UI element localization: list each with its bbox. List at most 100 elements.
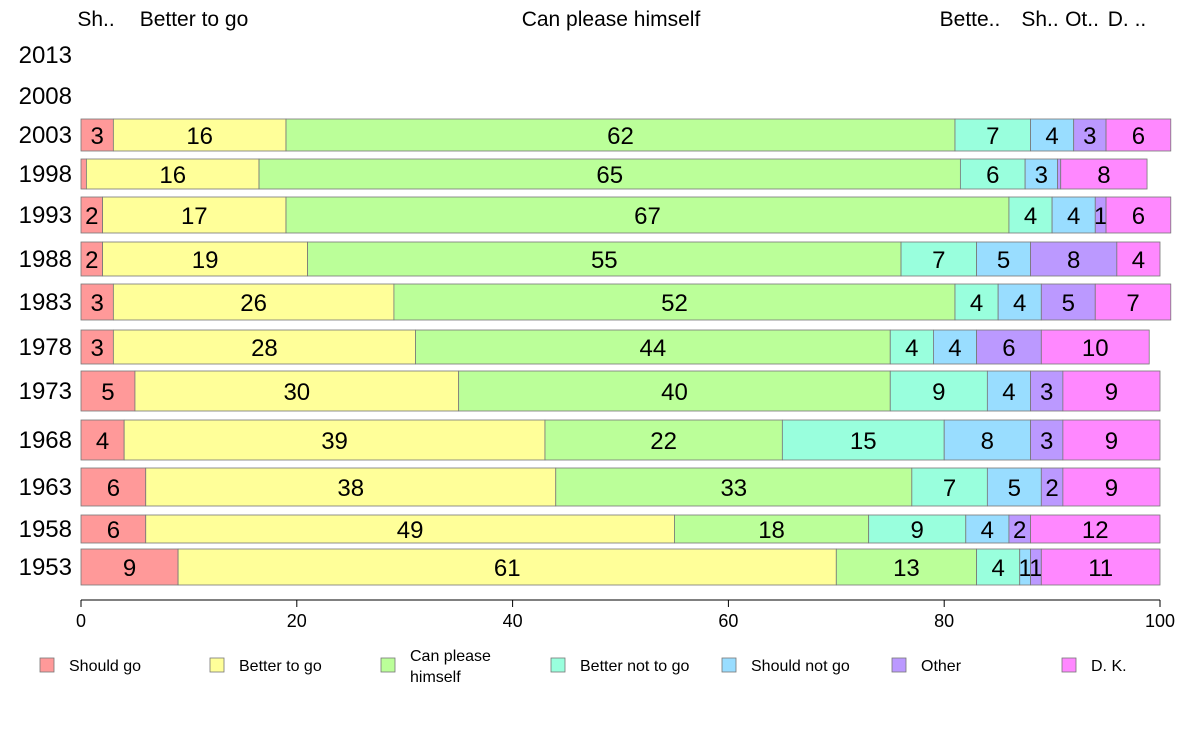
x-tick-label: 0 (76, 611, 86, 631)
bar-segment (415, 329, 891, 365)
data-label: 19 (192, 247, 219, 274)
data-label: 4 (970, 290, 983, 317)
top-category-label: Can please himself (522, 8, 701, 31)
data-label: 62 (607, 123, 634, 150)
year-label: 1963 (19, 474, 72, 501)
data-label: 4 (1132, 247, 1145, 274)
bar-segment (1008, 196, 1053, 234)
data-label: 5 (997, 247, 1010, 274)
bar-segment (80, 118, 114, 152)
bar-segment (781, 419, 945, 461)
bar-segment (1060, 158, 1148, 190)
year-label: 1978 (19, 334, 72, 361)
top-category-label: Better to go (140, 8, 249, 31)
data-label: 3 (1040, 428, 1053, 455)
bar-segment (134, 370, 460, 412)
bar-segment (1030, 514, 1161, 544)
data-label: 3 (1040, 379, 1053, 406)
data-label: 8 (1067, 247, 1080, 274)
data-label: 11 (1088, 555, 1113, 582)
bar-segment (555, 467, 913, 507)
data-label: 4 (1002, 379, 1015, 406)
x-tick-label: 60 (718, 611, 738, 631)
data-label: 3 (1035, 162, 1048, 189)
year-label: 1993 (19, 202, 72, 229)
bar-segment (1030, 118, 1075, 152)
data-label: 22 (650, 428, 677, 455)
top-category-labels: Sh.. Better to go Can please himself Bette.… (77, 8, 1146, 31)
x-tick-label: 20 (287, 611, 307, 631)
year-label: 1968 (19, 427, 72, 454)
bar-segment (911, 467, 988, 507)
x-axis: 0 20 40 60 80 100 (76, 599, 1175, 631)
data-label: 67 (634, 203, 661, 230)
data-label: 7 (943, 475, 956, 502)
data-label: 4 (1024, 203, 1037, 230)
data-label: 4 (905, 335, 918, 362)
bar-segment (900, 241, 977, 277)
data-label: 8 (981, 428, 994, 455)
legend-label: Better not to go (580, 658, 690, 675)
bar-segment (954, 283, 999, 321)
year-label: 1983 (19, 289, 72, 316)
legend-swatch (39, 657, 55, 673)
bar-segment (1105, 118, 1172, 152)
bar-segment (80, 419, 125, 461)
legend-label: Other (921, 658, 962, 675)
bar-segment (1051, 196, 1096, 234)
bar-segment (1030, 370, 1064, 412)
data-label: 9 (911, 517, 924, 544)
data-label: 2 (1045, 475, 1058, 502)
data-label: 3 (91, 290, 104, 317)
data-label: 6 (107, 517, 120, 544)
legend-swatch (1061, 657, 1077, 673)
data-label: 4 (948, 335, 961, 362)
bar-segment (889, 329, 934, 365)
data-label: 10 (1082, 335, 1109, 362)
bar-segment (986, 370, 1031, 412)
data-label: 3 (91, 335, 104, 362)
year-label: 2013 (19, 42, 72, 69)
data-label: 9 (1105, 379, 1118, 406)
data-label: 49 (397, 517, 424, 544)
bar-segment (1062, 467, 1161, 507)
data-label: 52 (661, 290, 688, 317)
bar-segment (986, 467, 1042, 507)
data-label: 13 (893, 555, 920, 582)
data-label: 7 (1126, 290, 1139, 317)
bar-segment (1057, 158, 1062, 190)
bar-segment (80, 548, 179, 586)
data-label: 16 (186, 123, 213, 150)
bar-segment (943, 419, 1031, 461)
bar-segment (145, 514, 675, 544)
data-label: 6 (986, 162, 999, 189)
data-label: 3 (1083, 123, 1096, 150)
data-label: 4 (96, 428, 109, 455)
data-label: 7 (932, 247, 945, 274)
bars-group: 9 61 13 4 11 116 49 18 9 4 2 126 38 33 7 5 2 94 39 22 15 8 3 95… (80, 118, 1172, 586)
data-label: 18 (758, 517, 785, 544)
top-category-label: Sh.. (1021, 8, 1058, 31)
legend-swatch (721, 657, 737, 673)
legend-label: Should not go (751, 658, 850, 675)
data-label: 2 (85, 203, 98, 230)
bar-segment (80, 158, 87, 190)
bar-segment (458, 370, 891, 412)
data-label: 40 (661, 379, 688, 406)
data-label: 39 (321, 428, 348, 455)
data-label: 6 (1132, 203, 1145, 230)
data-label: 6 (1132, 123, 1145, 150)
data-label: 15 (850, 428, 877, 455)
data-label: 5 (1008, 475, 1021, 502)
data-label: 4 (991, 555, 1004, 582)
bar-segment (1040, 283, 1096, 321)
bar-segment (102, 196, 287, 234)
bar-segment (1030, 419, 1064, 461)
bar-segment (997, 283, 1042, 321)
legend-label: D. K. (1091, 658, 1127, 675)
bar-segment (1040, 548, 1161, 586)
data-label: 1 (1094, 203, 1107, 230)
bar-segment (80, 283, 114, 321)
bar-segment (1116, 241, 1161, 277)
